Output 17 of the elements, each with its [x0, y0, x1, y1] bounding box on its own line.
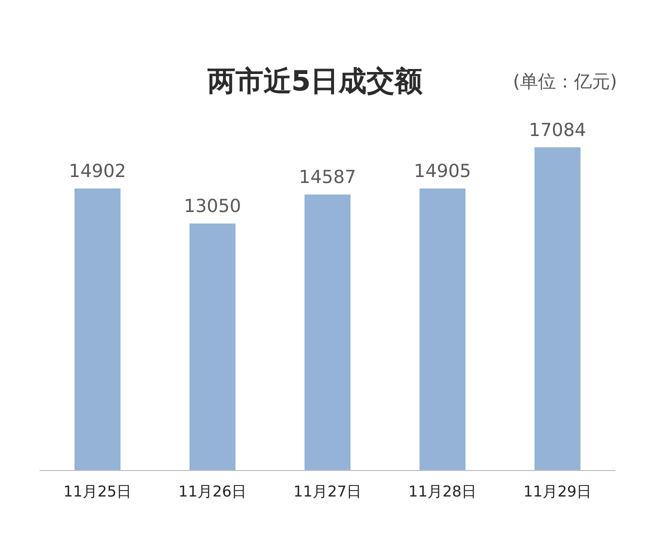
bar: [304, 194, 350, 470]
x-tick-label: 11月26日: [178, 482, 247, 500]
data-label: 14905: [414, 160, 472, 182]
bar: [534, 147, 580, 470]
x-tick-label: 11月29日: [523, 482, 592, 500]
x-tick-label: 11月28日: [408, 482, 477, 500]
bar: [74, 188, 120, 470]
data-label: 14902: [68, 161, 126, 182]
x-tick-label: 11月25日: [63, 482, 132, 500]
chart-subtitle: (单位：亿元): [512, 72, 618, 92]
data-label: 13050: [184, 196, 242, 217]
bar: [420, 188, 466, 470]
bar: [190, 224, 236, 470]
data-label: 17084: [528, 120, 586, 141]
chart-title: 两市近5日成交额: [206, 64, 424, 98]
data-label: 14587: [298, 166, 356, 188]
x-tick-label: 11月27日: [293, 482, 362, 500]
